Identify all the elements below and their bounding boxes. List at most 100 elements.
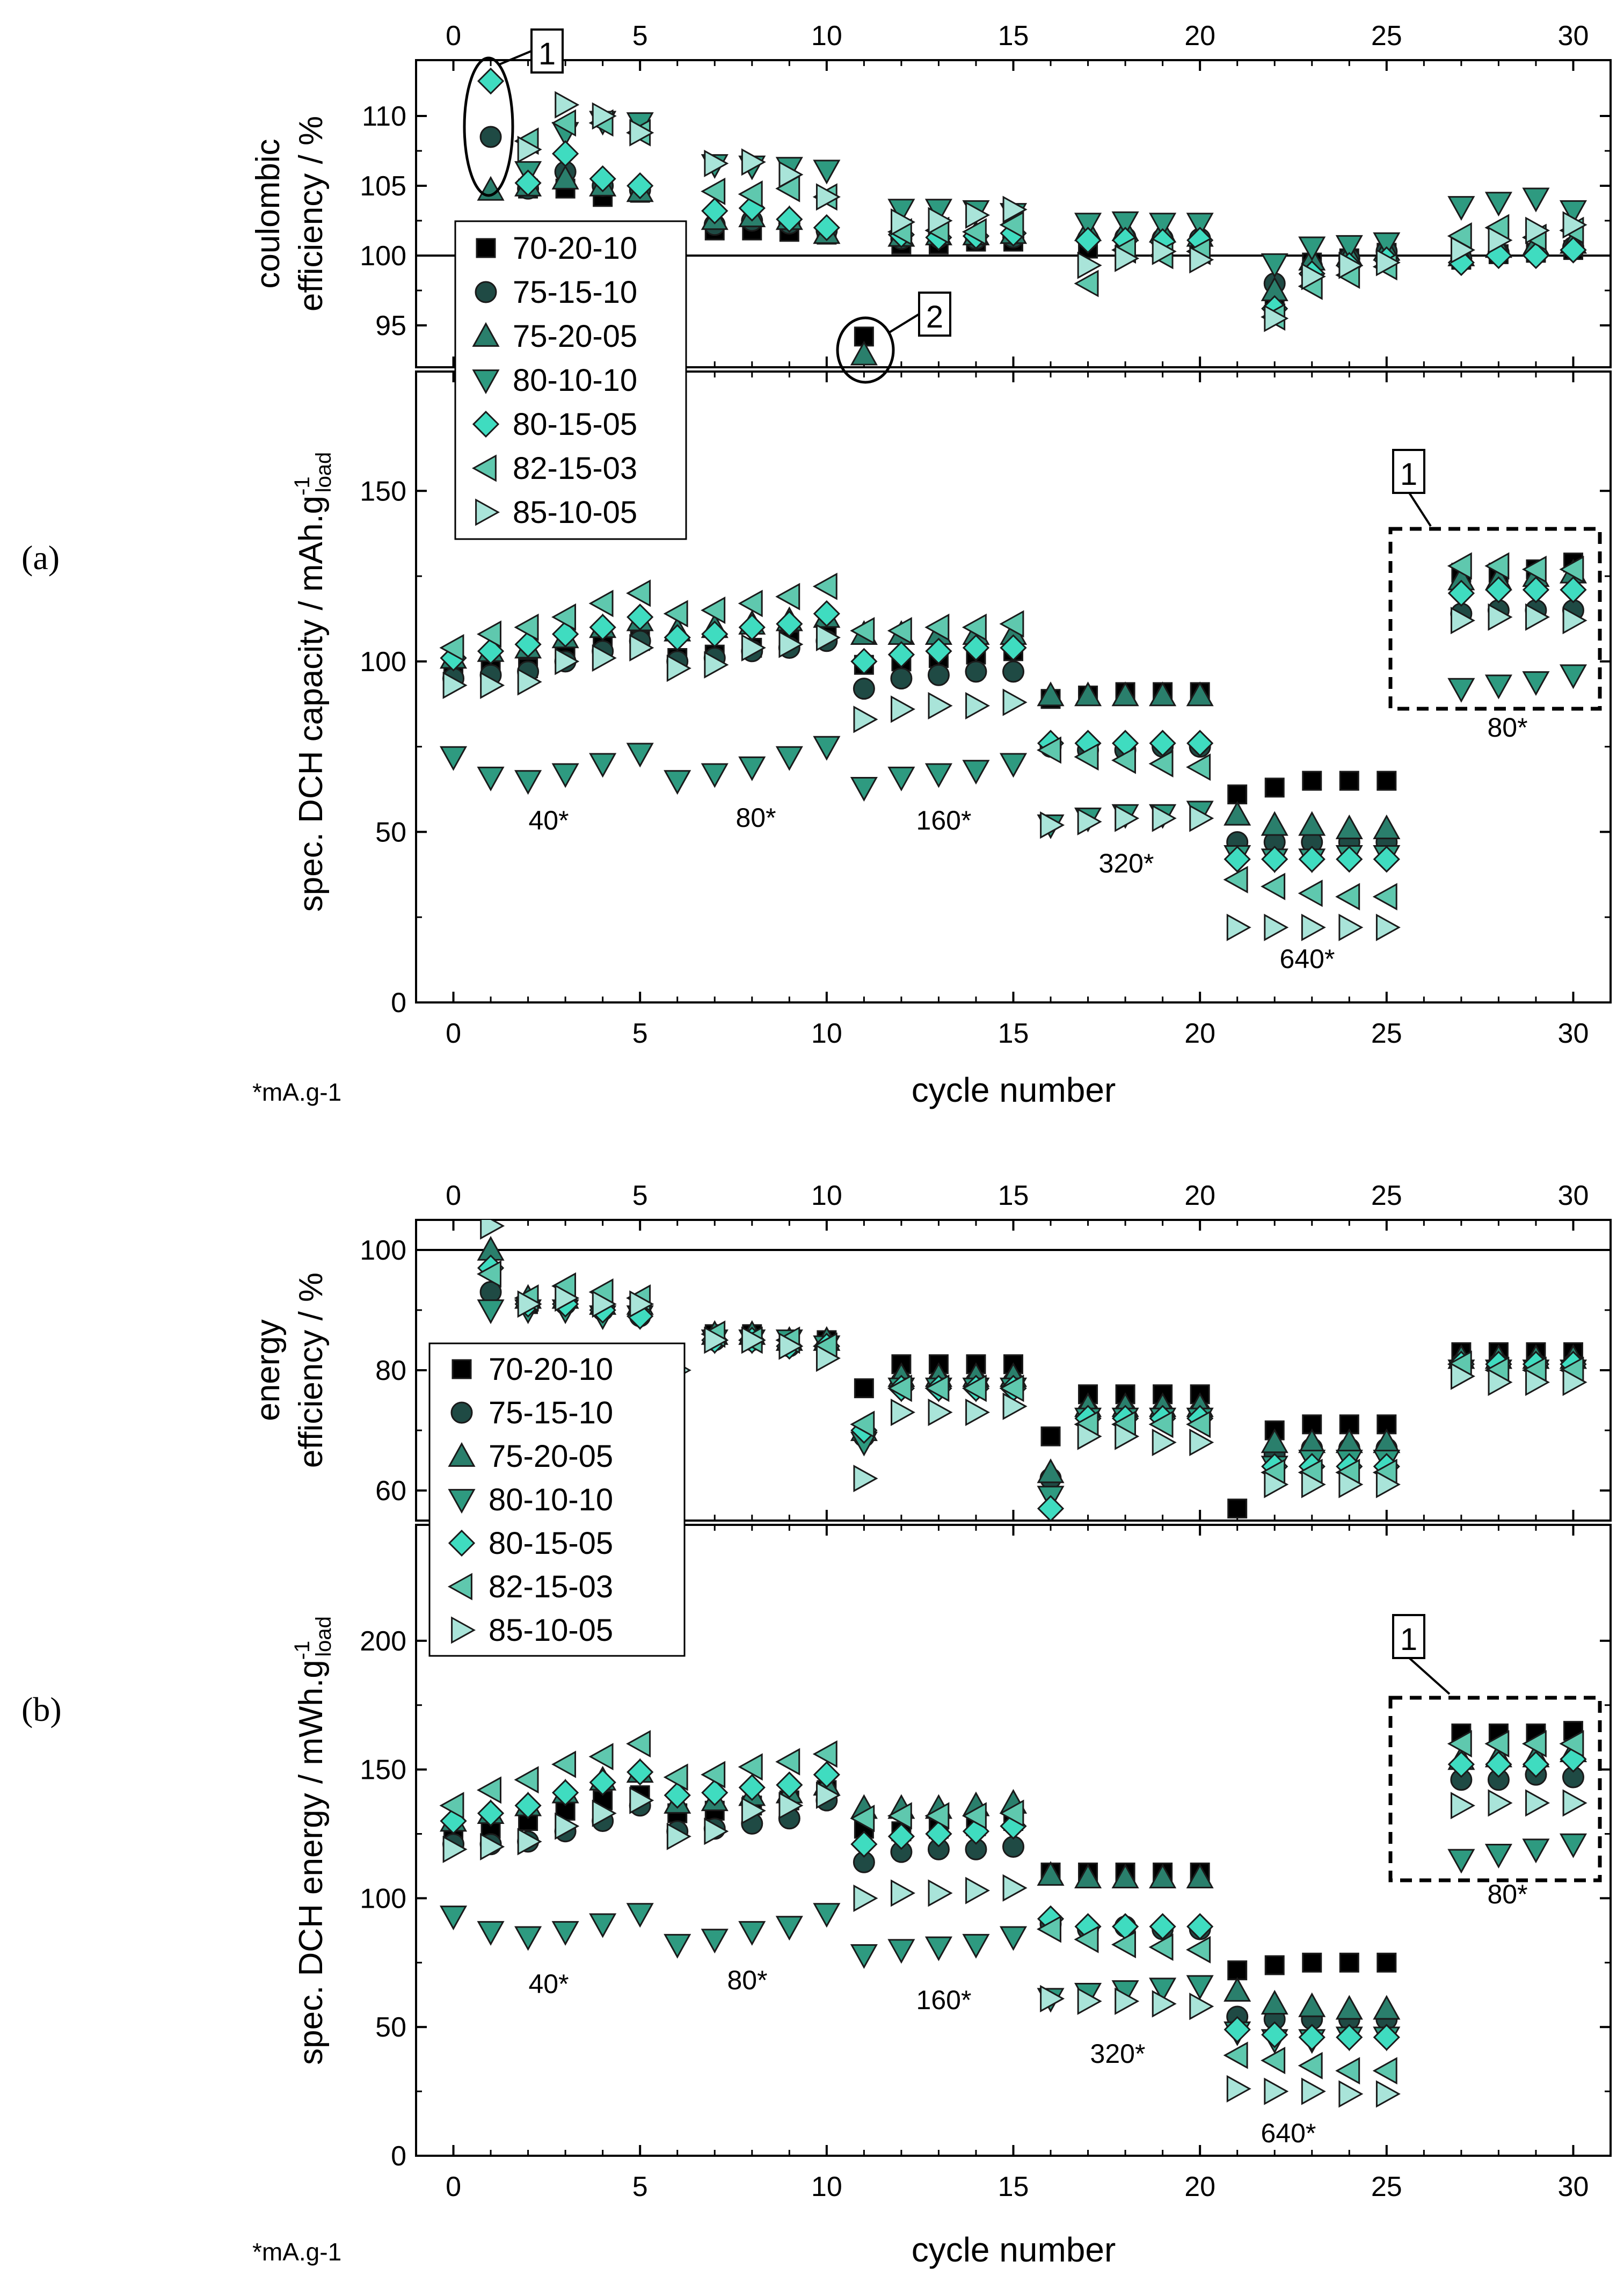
b-bot-point-85-10-05	[1040, 1984, 1065, 2012]
a-top-xtick-label-top: 25	[1371, 20, 1402, 52]
a-callout-1-label: 1	[538, 37, 556, 71]
a-bot-point-80-15-05	[813, 600, 840, 628]
a-bot-point-85-10-05	[1226, 913, 1251, 941]
a-unit-note: *mA.g-1	[252, 1078, 341, 1106]
a-xlabel: cycle number	[912, 1071, 1116, 1109]
a-top-ylabel-line2: efficiency / %	[293, 116, 330, 311]
a-top-point-85-10-05	[1525, 216, 1550, 244]
a-top-xtick-label-top: 10	[811, 20, 842, 52]
b-bot-point-70-20-10	[1302, 1952, 1322, 1973]
a-bot-point-75-20-05	[1074, 681, 1102, 707]
b-bot-point-80-10-10	[1559, 1833, 1587, 1858]
a-top-point-85-10-05	[928, 207, 953, 235]
a-bot-point-82-15-03	[812, 572, 838, 600]
b-bot-ytick-label: 100	[360, 1883, 406, 1914]
b-bot-point-82-15-03	[1559, 1730, 1584, 1758]
b-top-point-85-10-05	[778, 1332, 804, 1360]
b-bot-point-80-15-05	[1186, 1913, 1214, 1940]
b-bot-point-82-15-03	[1447, 1730, 1472, 1758]
b-top-point-82-15-03	[1186, 1410, 1211, 1438]
b-bot-point-80-10-10	[813, 1903, 841, 1928]
legend-b-entry-label: 80-10-10	[489, 1482, 613, 1517]
a-bot-point-82-15-03	[1186, 753, 1211, 781]
b-top-point-85-10-05	[1525, 1368, 1550, 1396]
b-unit-note: *mA.g-1	[252, 2238, 341, 2266]
a-bot-series-group	[439, 552, 1587, 941]
legend-b-entry-label: 70-20-10	[489, 1352, 613, 1387]
a-bot-xtick-label: 20	[1184, 1018, 1215, 1049]
a-bot-point-75-20-05	[1111, 681, 1139, 707]
b-bot-point-80-10-10	[738, 1921, 766, 1946]
a-bot-point-70-20-10	[1377, 770, 1397, 791]
b-top-point-82-15-03	[962, 1375, 987, 1402]
b-top-point-85-10-05	[1338, 1471, 1364, 1499]
b-top-point-85-10-05	[891, 1398, 915, 1426]
a-bot-point-82-15-03	[701, 597, 726, 624]
b-bot-point-82-15-03	[1298, 2052, 1323, 2080]
b-bot-point-80-10-10	[1522, 1838, 1550, 1864]
a-bot-point-82-15-03	[887, 617, 912, 645]
a-bot-point-75-20-05	[1261, 811, 1288, 836]
b-bot-point-82-15-03	[1335, 2057, 1360, 2085]
legend-b-marker-80-10-10	[448, 1489, 476, 1514]
panel-a-label: (a)	[21, 539, 60, 577]
a-bot-point-75-20-05	[1186, 681, 1214, 707]
b-bot-point-80-10-10	[962, 1933, 990, 1959]
b-bot-xtick-label: 5	[632, 2171, 648, 2202]
a-bot-point-82-15-03	[1372, 883, 1397, 911]
a-bot-point-80-10-10	[1484, 674, 1512, 700]
b-bot-point-85-10-05	[1264, 2077, 1289, 2105]
a-top-point-80-10-10	[1335, 235, 1363, 260]
b-top-point-85-10-05	[592, 1290, 617, 1318]
b-bot-point-80-10-10	[589, 1913, 617, 1938]
b-bot-point-85-10-05	[1189, 1993, 1214, 2020]
a-bot-point-82-15-03	[1559, 555, 1584, 583]
a-rate-label-160: 160*	[916, 805, 972, 835]
b-rate-label-80: 80*	[727, 1965, 767, 1995]
b-top-point-85-10-05	[1115, 1422, 1140, 1450]
b-top-xtick-label-top: 20	[1184, 1180, 1215, 1211]
a-bot-point-82-15-03	[850, 617, 875, 645]
b-bot-point-85-10-05	[555, 1812, 580, 1840]
a-top-point-85-10-05	[965, 201, 991, 229]
b-bot-point-80-10-10	[439, 1906, 468, 1931]
a-bot-point-80-10-10	[589, 753, 617, 778]
b-bot-point-80-10-10	[775, 1916, 803, 1941]
a-bot-point-80-10-10	[664, 770, 691, 795]
a-top-point-80-15-05	[776, 206, 803, 233]
a-bot-point-80-15-05	[925, 637, 952, 665]
panel-b-label: (b)	[21, 1690, 62, 1728]
a-top-point-85-10-05	[1450, 236, 1475, 264]
a-bot-point-80-10-10	[924, 763, 952, 788]
a-top-xtick-label-top: 5	[632, 20, 648, 52]
b-bot-point-85-10-05	[1301, 2077, 1326, 2105]
a-top-point-85-10-05	[741, 148, 766, 176]
a-top-point-80-10-10	[1373, 232, 1401, 257]
b-top-xtick-label-top: 5	[632, 1180, 648, 1211]
b-bot-point-85-10-05	[1115, 1987, 1140, 2015]
b-bot-point-82-15-03	[775, 1748, 800, 1776]
b-bot-point-85-10-05	[629, 1786, 654, 1814]
a-bottom-ylabel: spec. DCH capacity / mAh.g-1load	[290, 452, 336, 912]
b-rate-label-160: 160*	[916, 1985, 972, 2015]
b-bot-point-80-15-05	[1336, 2024, 1363, 2051]
b-bot-point-82-15-03	[514, 1766, 539, 1794]
a-bot-point-75-20-05	[1373, 814, 1401, 839]
a-top-point-85-10-05	[1301, 263, 1326, 290]
a-bot-point-75-15-10	[890, 667, 913, 690]
b-bot-ytick-label: 150	[360, 1755, 406, 1786]
a-bot-point-80-10-10	[514, 770, 542, 795]
a-bot-point-80-15-05	[962, 634, 990, 661]
b-bot-xtick-label: 0	[446, 2171, 461, 2202]
b-bot-point-85-10-05	[1077, 1987, 1102, 2015]
b-bot-point-82-15-03	[1484, 1730, 1510, 1758]
a-top-xtick-label-top: 30	[1558, 20, 1589, 52]
legend-a-entry-label: 75-15-10	[513, 275, 637, 310]
a-top-point-85-10-05	[1562, 211, 1587, 239]
b-top-point-85-10-05	[1002, 1392, 1028, 1420]
b-bot-point-75-20-05	[1298, 1992, 1326, 2017]
a-bot-point-85-10-05	[1002, 688, 1028, 716]
legend-a-entry-label: 80-15-05	[513, 407, 637, 442]
b-bot-ytick-label: 200	[360, 1626, 406, 1657]
b-bottom-ylabel-sub: load	[312, 1616, 336, 1657]
